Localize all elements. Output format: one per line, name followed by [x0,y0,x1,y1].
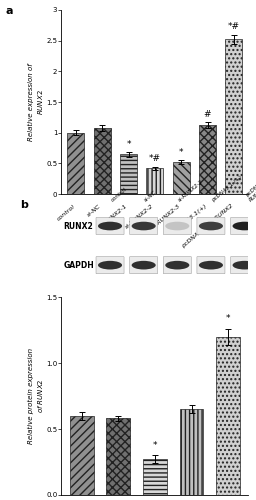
Text: si-NC: si-NC [144,190,158,202]
Bar [120,154,137,194]
Bar [67,133,84,194]
Ellipse shape [132,261,156,270]
Text: control: control [56,204,76,222]
Text: *#: *# [228,22,240,32]
Bar [180,409,204,495]
Text: *: * [153,441,157,450]
Text: *: * [226,314,230,324]
FancyBboxPatch shape [231,256,256,274]
FancyBboxPatch shape [197,218,225,234]
Ellipse shape [232,261,256,270]
Bar [106,418,130,495]
Ellipse shape [98,261,122,270]
Text: pcDNA3.1 (+): pcDNA3.1 (+) [211,174,243,203]
Bar [70,416,93,495]
Bar [225,40,242,194]
Text: pcDNA3.1 (+)-
RUNX2: pcDNA3.1 (+)- RUNX2 [244,168,256,202]
Text: GAPDH: GAPDH [63,260,94,270]
FancyBboxPatch shape [231,218,256,234]
Text: RUNX2: RUNX2 [63,222,93,230]
Ellipse shape [199,222,223,230]
Bar [199,126,216,194]
Ellipse shape [199,261,223,270]
FancyBboxPatch shape [96,218,124,234]
Ellipse shape [165,261,189,270]
FancyBboxPatch shape [130,218,158,234]
FancyBboxPatch shape [197,256,225,274]
Text: si-RUNX2-2: si-RUNX2-2 [125,204,155,230]
Text: *#: *# [149,154,161,164]
FancyBboxPatch shape [96,256,124,274]
Y-axis label: Relative expression of
$RUNX2$: Relative expression of $RUNX2$ [28,63,45,141]
Text: si-NC: si-NC [87,204,102,218]
Ellipse shape [165,222,189,230]
Bar [146,168,163,194]
Text: #: # [204,110,211,120]
FancyBboxPatch shape [163,218,191,234]
FancyBboxPatch shape [130,256,158,274]
Text: b: b [20,200,28,210]
Bar [216,336,240,495]
Ellipse shape [132,222,156,230]
Text: si-RUNX2-1: si-RUNX2-1 [98,204,129,230]
Text: pcDNA3.1(+): pcDNA3.1(+) [173,204,208,234]
Y-axis label: Relative protein expression
of $RUNX2$: Relative protein expression of $RUNX2$ [28,348,45,444]
Ellipse shape [232,222,256,230]
Text: si-RUNX2-3: si-RUNX2-3 [151,204,181,230]
Text: control: control [110,186,128,202]
Text: a: a [5,6,13,16]
Bar [143,460,167,495]
Bar [173,162,190,194]
Text: *: * [126,140,131,148]
Text: pcDNA3.1(+)-RUNX2: pcDNA3.1(+)-RUNX2 [180,204,234,250]
Ellipse shape [98,222,122,230]
Text: *: * [179,148,184,158]
Bar [94,128,111,194]
FancyBboxPatch shape [163,256,191,274]
Text: si-RUNX2-2: si-RUNX2-2 [177,178,204,203]
